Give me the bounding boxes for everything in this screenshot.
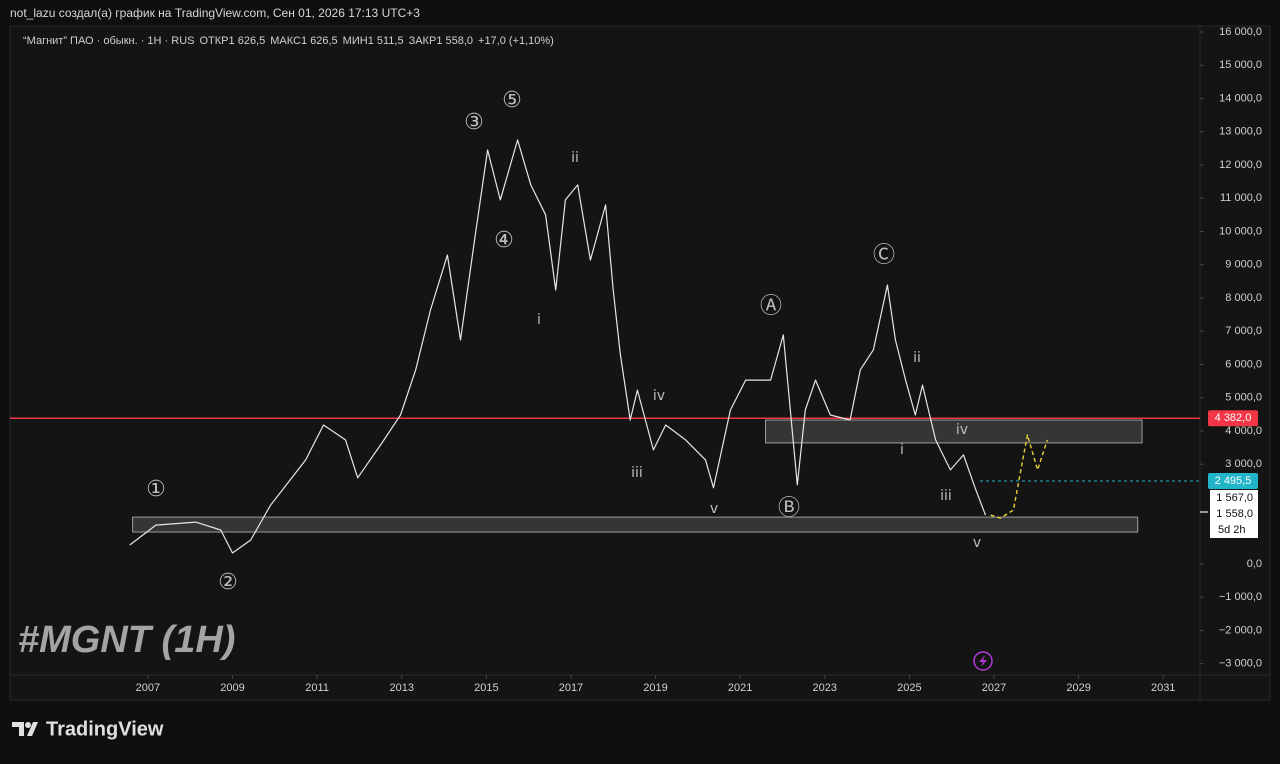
- wave-label: ④: [494, 228, 514, 253]
- x-tick-label: 2023: [813, 682, 837, 694]
- wave-label: i: [537, 312, 541, 328]
- y-tick-label: −1 000,0: [1219, 591, 1262, 603]
- y-tick-label: 13 000,0: [1219, 126, 1262, 138]
- price-tag: [1208, 410, 1258, 427]
- ohlc-label: МИН: [343, 35, 368, 47]
- wave-label: ii: [913, 350, 921, 366]
- y-tick-label: 11 000,0: [1220, 192, 1262, 204]
- wave-label: v: [710, 501, 718, 517]
- wave-label: ii: [571, 150, 579, 166]
- ohlc-label: ЗАКР: [409, 35, 437, 47]
- price-line: [990, 434, 1048, 519]
- y-tick-label: 6 000,0: [1225, 358, 1262, 370]
- ohlc-value: 1 626,5: [229, 35, 266, 47]
- price-tag-label: 1 558,0: [1216, 508, 1253, 520]
- x-tick-label: 2011: [305, 682, 329, 694]
- y-tick-label: 0,0: [1247, 558, 1262, 570]
- x-tick-label: 2025: [897, 682, 921, 694]
- x-tick-label: 2009: [220, 682, 244, 694]
- wave-label: iii: [631, 465, 643, 481]
- price-tag: [1208, 472, 1258, 489]
- price-tag: [1210, 489, 1258, 506]
- x-tick-label: 2007: [136, 682, 160, 694]
- x-tick-label: 2027: [982, 682, 1006, 694]
- wave-label: iii: [940, 488, 952, 504]
- wave-label: i: [900, 442, 904, 458]
- x-tick-label: 2031: [1151, 682, 1175, 694]
- y-tick-label: 4 000,0: [1225, 425, 1262, 437]
- chart-frame: [9, 25, 1271, 701]
- wave-label: iv: [653, 388, 665, 404]
- price-tag-label: 4 382,0: [1215, 412, 1252, 424]
- y-tick-label: 8 000,0: [1225, 292, 1262, 304]
- y-tick-label: 5 000,0: [1225, 392, 1262, 404]
- logo-text: TradingView: [46, 718, 164, 740]
- x-tick-label: 2019: [643, 682, 667, 694]
- wave-label: v: [973, 535, 981, 551]
- price-tag-label: 2 495,5: [1215, 475, 1252, 487]
- y-tick-label: 10 000,0: [1219, 225, 1262, 237]
- header: not_lazu создал(а) график на TradingView…: [10, 6, 420, 20]
- zone: [132, 516, 1139, 533]
- wave-label: ③: [464, 110, 484, 135]
- wave-label: ⑤: [502, 88, 522, 113]
- legend-title: “Магнит” ПАО · обыкн. · 1H · RUS: [23, 35, 195, 47]
- watermark: #MGNT (1H): [18, 619, 235, 661]
- logo: [12, 722, 38, 736]
- zone: [765, 419, 1143, 444]
- wave-label: Ⓐ: [760, 294, 782, 319]
- countdown: 5d 2h: [1218, 524, 1246, 536]
- y-tick-label: 12 000,0: [1219, 159, 1262, 171]
- lightning-icon: [973, 651, 993, 671]
- wave-label: ②: [218, 570, 238, 595]
- x-tick-label: 2017: [559, 682, 583, 694]
- y-tick-label: 15 000,0: [1219, 59, 1262, 71]
- wave-label: Ⓑ: [778, 496, 800, 521]
- price-tag: [1210, 505, 1258, 522]
- x-tick-label: 2029: [1066, 682, 1090, 694]
- ohlc-value: 1 626,5: [301, 35, 338, 47]
- ohlc-value: 1 558,0: [436, 35, 473, 47]
- wave-label: iv: [956, 422, 968, 438]
- ohlc-label: ОТКР: [200, 35, 229, 47]
- wave-label: Ⓒ: [873, 243, 895, 268]
- change: +17,0 (+1,10%): [478, 35, 554, 47]
- y-tick-label: −2 000,0: [1219, 624, 1262, 636]
- price-tag-label: 1 567,0: [1216, 492, 1253, 504]
- price-line: [129, 139, 987, 554]
- y-tick-label: 16 000,0: [1219, 26, 1262, 38]
- y-tick-label: −3 000,0: [1219, 658, 1262, 670]
- countdown-box: [1210, 521, 1258, 538]
- y-tick-label: 14 000,0: [1219, 92, 1262, 104]
- x-tick-label: 2021: [728, 682, 752, 694]
- y-tick-label: 3 000,0: [1225, 458, 1262, 470]
- wave-label: ①: [146, 477, 166, 502]
- ohlc-label: МАКС: [270, 35, 301, 47]
- x-tick-label: 2015: [474, 682, 498, 694]
- ohlc-value: 1 511,5: [368, 35, 404, 47]
- legend: “Магнит” ПАО · обыкн. · 1H · RUS ОТКР1 62…: [23, 35, 554, 47]
- y-tick-label: 7 000,0: [1225, 325, 1262, 337]
- y-tick-label: 9 000,0: [1225, 259, 1262, 271]
- x-tick-label: 2013: [389, 682, 413, 694]
